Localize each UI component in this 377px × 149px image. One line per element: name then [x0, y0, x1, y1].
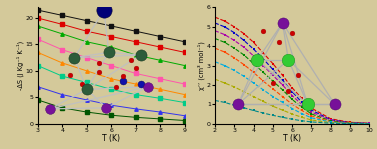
X-axis label: T (K): T (K) [102, 134, 120, 143]
Y-axis label: -ΔS (J Kg⁻¹ K⁻¹): -ΔS (J Kg⁻¹ K⁻¹) [17, 41, 24, 90]
X-axis label: T (K): T (K) [283, 134, 301, 143]
Y-axis label: χ’’ (cm³ mol⁻¹): χ’’ (cm³ mol⁻¹) [198, 41, 205, 90]
